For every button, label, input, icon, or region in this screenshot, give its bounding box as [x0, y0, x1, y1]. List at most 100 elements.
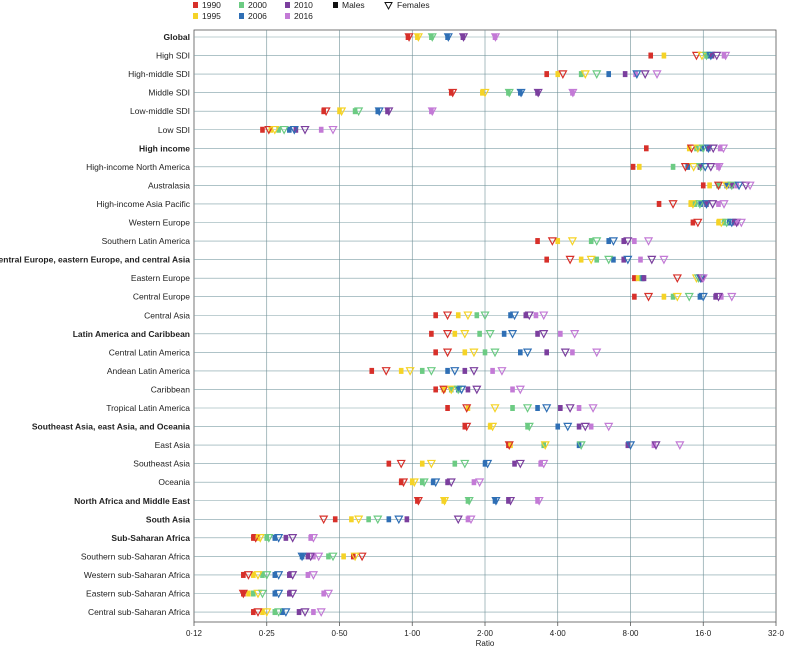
female-marker-1990: [264, 125, 274, 135]
female-marker-2006: [394, 515, 404, 525]
female-marker-1990: [251, 534, 261, 543]
female-marker-2000: [701, 51, 712, 61]
row-label: Eastern sub-Saharan Africa: [86, 589, 190, 599]
male-marker-2010: [296, 609, 302, 616]
female-marker-2010: [713, 292, 724, 302]
legend-males-label: Males: [342, 0, 365, 10]
female-marker-2010: [741, 181, 751, 191]
female-marker-2016: [745, 181, 755, 191]
legend-label-2006: 2006: [248, 11, 267, 21]
male-marker-2000: [510, 405, 515, 411]
female-marker-2016: [539, 311, 549, 321]
female-marker-2006: [289, 125, 299, 135]
male-marker-2016: [471, 479, 477, 486]
legend-swatch-2006: [239, 13, 244, 19]
male-marker-2016: [305, 571, 311, 578]
female-marker-2006: [509, 311, 520, 321]
male-marker-2000: [482, 349, 488, 356]
female-marker-2016: [539, 459, 549, 469]
female-marker-2010: [651, 441, 661, 450]
female-marker-1995: [270, 125, 280, 135]
male-marker-1995: [462, 349, 468, 356]
female-marker-2010: [533, 88, 543, 98]
male-marker-2000: [276, 126, 281, 133]
male-marker-2010: [706, 145, 711, 152]
male-marker-2016: [558, 330, 563, 337]
row-label: Southeast Asia, east Asia, and Oceania: [32, 422, 190, 432]
female-marker-1995: [354, 515, 364, 525]
male-marker-2000: [260, 571, 265, 578]
male-marker-1990: [429, 330, 434, 337]
row-label: High-income Asia Pacific: [96, 199, 190, 209]
male-marker-2000: [474, 312, 480, 319]
male-marker-1995: [246, 590, 251, 597]
female-marker-2016: [316, 608, 326, 617]
male-marker-2016: [588, 423, 594, 430]
female-marker-2000: [426, 367, 436, 376]
male-marker-2010: [287, 571, 292, 578]
female-marker-2010: [505, 496, 516, 506]
female-marker-2006: [706, 51, 716, 61]
female-marker-2000: [698, 144, 708, 154]
female-marker-2010: [458, 33, 469, 42]
female-marker-2006: [703, 144, 713, 154]
female-marker-1990: [680, 163, 691, 172]
row-label: East Asia: [155, 440, 191, 450]
row-label: Southeast Asia: [133, 459, 190, 469]
male-marker-1990: [415, 497, 420, 504]
female-marker-2016: [592, 348, 602, 358]
male-marker-2000: [721, 219, 727, 226]
female-marker-1990: [319, 515, 329, 525]
female-marker-1995: [350, 552, 360, 562]
male-marker-1990: [535, 238, 540, 245]
male-marker-2000: [419, 367, 425, 374]
row-labels: Global High SDI High-middle SDI Middle SDI L…: [0, 32, 191, 617]
female-marker-2016: [497, 367, 507, 376]
female-marker-1995: [413, 33, 423, 42]
row-label: Southern Latin America: [102, 236, 191, 246]
male-marker-1990: [656, 200, 662, 207]
female-marker-2010: [560, 348, 570, 358]
row-label: High-middle SDI: [128, 69, 190, 79]
legend-females-label: Females: [397, 0, 430, 10]
male-marker-2010: [709, 52, 715, 59]
female-marker-1990: [357, 552, 367, 562]
row-label: Central Europe: [133, 292, 190, 302]
female-marker-1990: [643, 292, 654, 302]
x-tick-label: 1·00: [404, 629, 421, 638]
male-marker-1990: [433, 349, 438, 356]
male-marker-2000: [594, 256, 600, 263]
male-marker-2000: [429, 34, 434, 40]
row-label: Latin America and Caribbean: [73, 329, 190, 339]
female-marker-2010: [647, 255, 657, 265]
female-marker-2006: [632, 70, 642, 79]
legend-females-swatch: [384, 2, 393, 11]
female-marker-1990: [396, 459, 406, 469]
male-marker-1995: [419, 460, 425, 467]
male-marker-2010: [621, 256, 627, 263]
male-marker-1995: [578, 256, 584, 263]
female-marker-2016: [727, 292, 737, 302]
male-marker-1990: [241, 590, 246, 597]
male-marker-1990: [251, 609, 256, 616]
female-marker-2006: [522, 348, 533, 358]
female-marker-1995: [439, 496, 450, 506]
male-marker-2000: [477, 330, 482, 337]
female-marker-1990: [691, 51, 702, 61]
male-marker-2010: [445, 479, 450, 486]
female-marker-2000: [264, 534, 274, 543]
female-marker-2000: [480, 311, 490, 321]
female-marker-2010: [565, 404, 575, 413]
x-tick-label: 16·0: [695, 629, 712, 638]
male-marker-2000: [366, 516, 371, 523]
female-marker-1990: [381, 367, 391, 376]
male-marker-1995: [441, 497, 447, 504]
female-marker-1995: [722, 181, 732, 191]
male-marker-2006: [535, 405, 540, 411]
female-marker-2006: [623, 255, 633, 265]
female-marker-1995: [672, 292, 682, 302]
female-marker-2000: [354, 107, 364, 117]
female-marker-2016: [490, 33, 501, 42]
female-marker-2016: [588, 404, 598, 413]
female-marker-1995: [688, 200, 698, 209]
